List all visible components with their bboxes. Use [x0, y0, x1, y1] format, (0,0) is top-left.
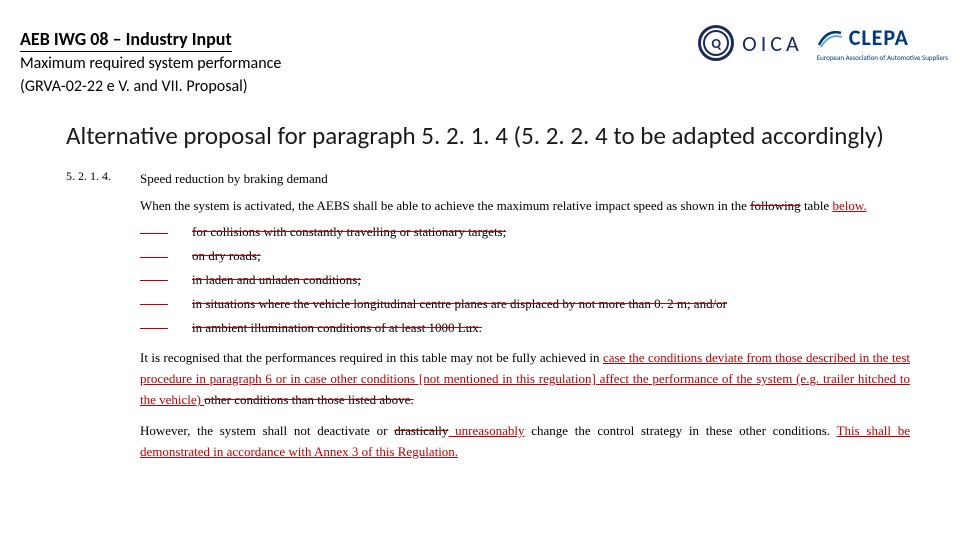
deleted-bullet-item: in laden and unladen conditions;: [140, 270, 910, 291]
deleted-bullet-item: for collisions with constantly travellin…: [140, 222, 910, 243]
clepa-subtitle: European Association of Automotive Suppl…: [817, 53, 948, 62]
deleted-bullet-text: in laden and unladen conditions;: [192, 270, 361, 291]
paragraph-number: 5. 2. 1. 4.: [66, 169, 116, 469]
clepa-swoosh-icon: [817, 27, 843, 49]
document-subtitle-2: (GRVA-02-22 e V. and VII. Proposal): [20, 77, 698, 98]
paragraph-body: Speed reduction by braking demand When t…: [140, 169, 910, 469]
bullet-dash-icon: [140, 318, 168, 339]
deleted-bullet-item: in situations where the vehicle longitud…: [140, 294, 910, 315]
deleted-bullet-text: on dry roads;: [192, 246, 261, 267]
deleted-bullet-item: on dry roads;: [140, 246, 910, 267]
intro-deleted: following: [750, 198, 801, 213]
clepa-text: CLEPA: [849, 24, 909, 51]
bullet-dash-icon: [140, 270, 168, 291]
document-subtitle-1: Maximum required system performance: [20, 54, 698, 75]
clepa-logo: CLEPA European Association of Automotive…: [817, 24, 948, 62]
oica-emblem-letter: Q: [711, 35, 721, 52]
document-id: AEB IWG 08 – Industry Input: [20, 28, 232, 52]
section-heading: Alternative proposal for paragraph 5. 2.…: [66, 120, 910, 151]
bullet-dash-icon: [140, 294, 168, 315]
bullet-dash-icon: [140, 246, 168, 267]
intro-text-b: table: [801, 198, 833, 213]
deleted-bullet-item: in ambient illumination conditions of at…: [140, 318, 910, 339]
oica-logo: Q OICA: [698, 25, 803, 61]
deleted-bullet-text: in ambient illumination conditions of at…: [192, 318, 482, 339]
rec-deleted: other conditions than those listed above…: [204, 392, 413, 407]
bullet-dash-icon: [140, 222, 168, 243]
however-inserted: unreasonably: [448, 423, 524, 438]
intro-inserted: below.: [832, 198, 866, 213]
oica-emblem-icon: Q: [698, 25, 734, 61]
deleted-bullet-text: for collisions with constantly travellin…: [192, 222, 506, 243]
deleted-bullet-text: in situations where the vehicle longitud…: [192, 294, 727, 315]
however-deleted: drastically: [394, 423, 448, 438]
recognised-line: It is recognised that the performances r…: [140, 348, 910, 410]
oica-text: OICA: [742, 30, 803, 57]
paragraph-title: Speed reduction by braking demand: [140, 169, 910, 190]
intro-line: When the system is activated, the AEBS s…: [140, 196, 910, 217]
however-text-a: However, the system shall not deactivate…: [140, 423, 394, 438]
deleted-bullet-list: for collisions with constantly travellin…: [140, 222, 910, 338]
intro-text-a: When the system is activated, the AEBS s…: [140, 198, 750, 213]
however-line: However, the system shall not deactivate…: [140, 421, 910, 463]
logo-bar: Q OICA CLEPA European Association of Aut…: [698, 24, 948, 62]
rec-text-a: It is recognised that the performances r…: [140, 350, 603, 365]
however-text-b: change the control strategy in these oth…: [524, 423, 836, 438]
